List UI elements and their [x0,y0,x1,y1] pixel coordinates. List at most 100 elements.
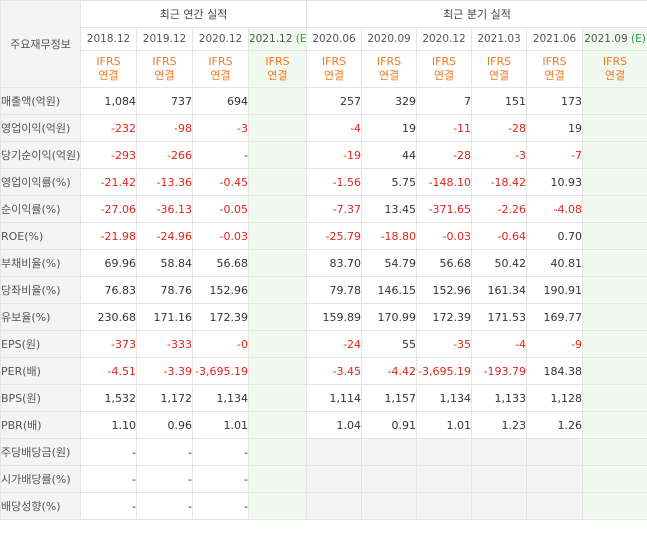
row-label: PBR(배) [0,411,81,439]
value-cell: -18.80 [361,222,418,250]
value-cell [471,492,528,520]
table-row: PBR(배) 1.10 0.96 1.01 1.04 0.91 1.01 1.23 1.26 [0,411,647,439]
value-cell: -333 [136,330,193,358]
value-cell [526,438,584,466]
period-label: 2021.12 [249,33,293,45]
table-row: PER(배) -4.51 -3.39 -3,695.19 -3.45 -4.42 -3,69… [0,357,647,385]
value-cell [247,276,308,304]
value-cell [582,276,647,304]
table-row: 주당배당금(원) - - - [0,438,647,466]
period-label: 2021.09 [584,33,628,45]
period-header-row: 2018.12 2019.12 2020.12 2021.12 (E) 2020.06 2… [1,27,647,51]
consolidation-label: 연결 [210,69,231,82]
accounting-standard-label: IFRS [431,55,457,68]
value-cell: 54.79 [361,249,418,277]
period-header: 2021.12 (E) [247,27,308,51]
accounting-standard-link[interactable]: IFRS 연결 [247,50,308,88]
value-cell: -9 [526,330,584,358]
value-cell [582,141,647,169]
consolidation-label: 연결 [378,69,400,82]
accounting-standard-label: IFRS [321,55,347,68]
consolidation-label: 연결 [433,69,455,82]
accounting-standard-link[interactable]: IFRS 연결 [136,50,193,88]
value-cell: -2.26 [471,195,528,223]
table-row: 시가배당률(%) - - - [0,465,647,493]
accounting-standard-link[interactable]: IFRS 연결 [192,50,249,88]
value-cell [247,411,308,439]
accounting-standard-link[interactable]: IFRS 연결 [416,50,473,88]
value-cell: 10.93 [526,168,584,196]
value-cell: 151 [471,87,528,115]
value-cell: -25.79 [306,222,363,250]
value-cell: 1.23 [471,411,528,439]
value-cell: 172.39 [192,303,249,331]
value-cell: -232 [80,114,137,142]
consolidation-label: 연결 [267,69,288,82]
value-cell: 1.01 [192,411,249,439]
accounting-standard-link[interactable]: IFRS 연결 [526,50,584,88]
period-header: 2020.09 [361,27,418,51]
value-cell: 171.53 [471,303,528,331]
value-cell: 173 [526,87,584,115]
value-cell [361,492,418,520]
accounting-standard-label: IFRS [152,55,177,68]
period-label: 2018.12 [86,33,131,45]
value-cell: 171.16 [136,303,193,331]
value-cell: -7 [526,141,584,169]
row-label: EPS(원) [0,330,81,358]
accounting-standard-label: IFRS [208,55,233,68]
value-cell [247,141,308,169]
consolidation-label: 연결 [488,69,510,82]
accounting-standard-link[interactable]: IFRS 연결 [306,50,363,88]
value-cell: - [80,465,137,493]
value-cell: 55 [361,330,418,358]
value-cell: -28 [471,114,528,142]
value-cell: 56.68 [192,249,249,277]
value-cell: 329 [361,87,418,115]
table-row: 부채비율(%) 69.96 58.84 56.68 83.70 54.79 56.68 50.… [0,249,647,277]
row-label: 시가배당률(%) [0,465,81,493]
value-cell: -35 [416,330,473,358]
period-header: 2018.12 [80,27,137,51]
value-cell: 1,133 [471,384,528,412]
row-label: 영업이익률(%) [0,168,81,196]
value-cell: -4.51 [80,357,137,385]
accounting-standard-link[interactable]: IFRS 연결 [471,50,528,88]
value-cell: -148.10 [416,168,473,196]
row-label: 부채비율(%) [0,249,81,277]
accounting-standard-link[interactable]: IFRS 연결 [582,50,647,88]
row-label: BPS(원) [0,384,81,412]
value-cell: -7.37 [306,195,363,223]
value-cell: 257 [306,87,363,115]
value-cell [582,357,647,385]
value-cell [582,330,647,358]
consolidation-label: 연결 [323,69,345,82]
value-cell [582,87,647,115]
value-cell: -0.45 [192,168,249,196]
row-label: 순이익률(%) [0,195,81,223]
period-header: 2020.06 [306,27,363,51]
value-cell: - [192,141,249,169]
consolidation-label: 연결 [544,69,565,82]
period-header: 2020.12 [192,27,249,51]
estimate-mark: (E) [295,33,307,45]
value-cell: -0.03 [192,222,249,250]
value-cell [247,222,308,250]
value-cell: 78.76 [136,276,193,304]
value-cell [582,222,647,250]
consolidation-label: 연결 [98,69,119,82]
value-cell: -0 [192,330,249,358]
table-row: 유보율(%) 230.68 171.16 172.39 159.89 170.99 172.… [0,303,647,331]
accounting-standard-link[interactable]: IFRS 연결 [80,50,137,88]
value-cell [247,195,308,223]
accounting-header-row: IFRS 연결 IFRS 연결 IFRS 연결 IFRS 연결 IFRS 연결 IFRS 연결 IFRS… [1,50,647,88]
value-cell [247,303,308,331]
table-row: 당기순이익(억원) -293 -266- -19 44 -28 -3 -7 [0,141,647,169]
value-cell: -4.42 [361,357,418,385]
consolidation-label: 연결 [604,69,626,82]
value-cell: 69.96 [80,249,137,277]
accounting-standard-link[interactable]: IFRS 연결 [361,50,418,88]
value-cell: - [136,438,193,466]
value-cell: 1,157 [361,384,418,412]
row-label: 매출액(억원) [0,87,81,115]
